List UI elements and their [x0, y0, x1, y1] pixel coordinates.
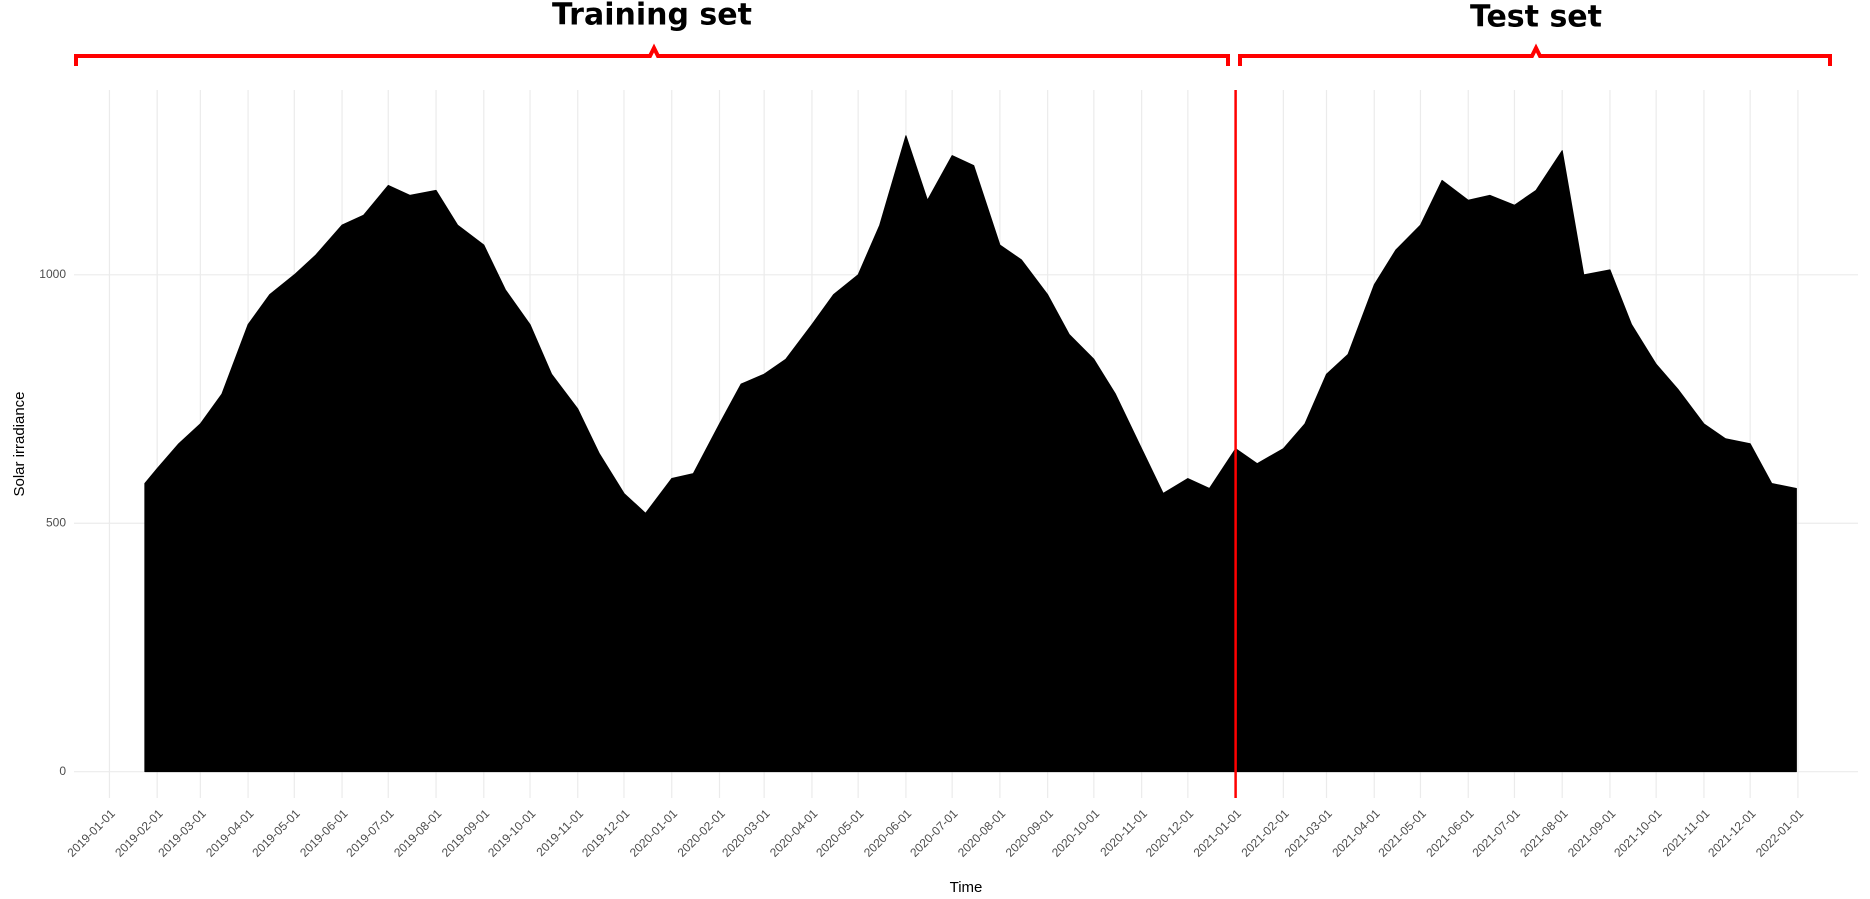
x-tick-label: 2021-07-01	[1470, 806, 1524, 860]
x-tick-label: 2020-07-01	[907, 806, 961, 860]
y-tick-label: 500	[46, 515, 66, 529]
x-tick-label: 2020-12-01	[1143, 806, 1197, 860]
x-tick-label: 2019-06-01	[297, 806, 351, 860]
x-tick-label: 2021-06-01	[1423, 806, 1477, 860]
x-tick-label: 2019-08-01	[391, 806, 445, 860]
x-axis-title: Time	[950, 879, 983, 896]
y-axis-title: Solar irradiance	[11, 391, 28, 496]
x-tick-label: 2019-01-01	[64, 806, 118, 860]
x-tick-label: 2021-12-01	[1705, 806, 1759, 860]
x-tick-label: 2020-08-01	[955, 806, 1009, 860]
x-tick-label: 2020-03-01	[719, 806, 773, 860]
x-tick-label: 2019-05-01	[249, 806, 303, 860]
x-tick-label: 2021-10-01	[1611, 806, 1665, 860]
x-tick-label: 2021-09-01	[1565, 806, 1619, 860]
test-bracket	[1238, 43, 1832, 66]
test-label: Test set	[1470, 0, 1602, 35]
x-tick-label: 2020-09-01	[1003, 806, 1057, 860]
x-tick-label: 2021-01-01	[1191, 806, 1245, 860]
x-tick-label: 2020-01-01	[627, 806, 681, 860]
x-tick-label: 2021-08-01	[1517, 806, 1571, 860]
x-tick-label: 2019-04-01	[203, 806, 257, 860]
x-tick-label: 2021-04-01	[1329, 806, 1383, 860]
y-tick-label: 0	[59, 764, 66, 778]
x-tick-label: 2022-01-01	[1753, 806, 1807, 860]
x-tick-label: 2020-10-01	[1049, 806, 1103, 860]
x-tick-label: 2019-11-01	[533, 806, 586, 859]
x-tick-label: 2020-05-01	[813, 806, 867, 860]
x-tick-label: 2019-09-01	[439, 806, 493, 860]
x-tick-label: 2020-06-01	[861, 806, 915, 860]
training-label: Training set	[552, 0, 752, 33]
x-tick-label: 2021-05-01	[1376, 806, 1430, 860]
x-tick-label: 2020-11-01	[1097, 806, 1150, 859]
area	[144, 135, 1797, 773]
training-bracket	[74, 43, 1230, 66]
x-tick-label: 2021-11-01	[1660, 806, 1713, 859]
x-tick-label: 2019-12-01	[579, 806, 633, 860]
y-tick-label: 1000	[39, 267, 66, 281]
x-tick-label: 2019-10-01	[485, 806, 539, 860]
x-tick-label: 2019-07-01	[343, 806, 397, 860]
x-tick-label: 2020-04-01	[767, 806, 821, 860]
